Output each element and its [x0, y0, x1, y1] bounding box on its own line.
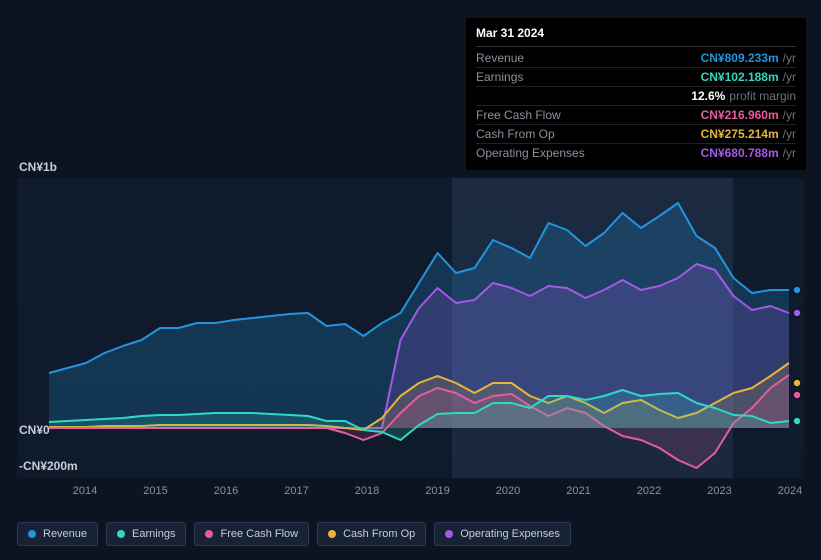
legend: Revenue Earnings Free Cash Flow Cash From O…: [17, 522, 571, 546]
y-axis-label: -CN¥200m: [19, 459, 78, 473]
legend-item-cfo[interactable]: Cash From Op: [317, 522, 426, 546]
tooltip-date: Mar 31 2024: [476, 26, 796, 47]
x-axis-label: 2014: [73, 485, 97, 497]
legend-label: Cash From Op: [343, 528, 415, 540]
tooltip-value: CN¥809.233m: [701, 51, 779, 65]
legend-item-opex[interactable]: Operating Expenses: [434, 522, 571, 546]
tooltip-unit: /yr: [783, 146, 796, 160]
y-axis-label: CN¥1b: [19, 160, 57, 174]
tooltip-value: CN¥102.188m: [701, 70, 779, 84]
tooltip-unit: /yr: [783, 108, 796, 122]
tooltip-label: Revenue: [476, 51, 701, 65]
legend-item-fcf[interactable]: Free Cash Flow: [194, 522, 309, 546]
chart-tooltip: Mar 31 2024 RevenueCN¥809.233m /yrEarnin…: [466, 18, 806, 170]
legend-swatch: [117, 530, 125, 538]
legend-item-earnings[interactable]: Earnings: [106, 522, 186, 546]
tooltip-value: CN¥275.214m: [701, 127, 779, 141]
tooltip-row: 12.6% profit margin: [476, 87, 796, 106]
x-axis-label: 2019: [425, 485, 449, 497]
chart-svg: [17, 178, 803, 478]
tooltip-label: Cash From Op: [476, 127, 701, 141]
tooltip-unit: /yr: [783, 127, 796, 141]
legend-label: Operating Expenses: [460, 528, 560, 540]
x-axis-label: 2020: [496, 485, 520, 497]
x-axis-label: 2018: [355, 485, 379, 497]
tooltip-unit: /yr: [783, 51, 796, 65]
x-axis-label: 2023: [707, 485, 731, 497]
tooltip-row: Operating ExpensesCN¥680.788m /yr: [476, 144, 796, 162]
x-axis-label: 2017: [284, 485, 308, 497]
y-axis-label: CN¥0: [19, 423, 50, 437]
x-axis-label: 2022: [637, 485, 661, 497]
legend-item-revenue[interactable]: Revenue: [17, 522, 98, 546]
tooltip-value: CN¥216.960m: [701, 108, 779, 122]
tooltip-label: Earnings: [476, 70, 701, 84]
tooltip-row: EarningsCN¥102.188m /yr: [476, 68, 796, 87]
tooltip-row: RevenueCN¥809.233m /yr: [476, 49, 796, 68]
x-axis-label: 2015: [143, 485, 167, 497]
tooltip-label: Operating Expenses: [476, 146, 701, 160]
legend-label: Free Cash Flow: [220, 528, 298, 540]
tooltip-label: Free Cash Flow: [476, 108, 701, 122]
tooltip-row: Cash From OpCN¥275.214m /yr: [476, 125, 796, 144]
legend-swatch: [28, 530, 36, 538]
x-axis-label: 2016: [214, 485, 238, 497]
x-axis-label: 2024: [778, 485, 802, 497]
legend-swatch: [445, 530, 453, 538]
legend-swatch: [205, 530, 213, 538]
tooltip-row: Free Cash FlowCN¥216.960m /yr: [476, 106, 796, 125]
x-axis-label: 2021: [566, 485, 590, 497]
legend-swatch: [328, 530, 336, 538]
tooltip-unit: /yr: [783, 70, 796, 84]
legend-label: Earnings: [132, 528, 175, 540]
legend-label: Revenue: [43, 528, 87, 540]
tooltip-value: CN¥680.788m: [701, 146, 779, 160]
